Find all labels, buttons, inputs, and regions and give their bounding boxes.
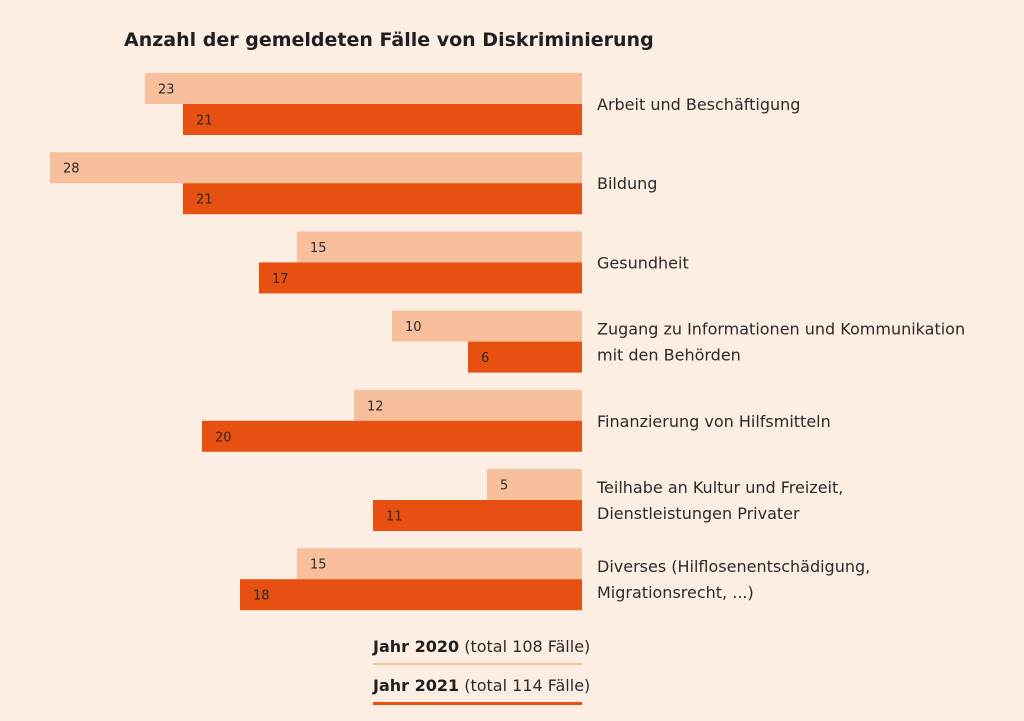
value-label-2020-1: 28 xyxy=(63,162,80,177)
legend: Jahr 2020 (total 108 Fälle) Jahr 2021 (to… xyxy=(372,637,590,705)
bar-2020-2 xyxy=(297,231,582,263)
category-label-3-line-1: mit den Behörden xyxy=(597,346,741,365)
value-label-2020-5: 5 xyxy=(500,479,508,494)
category-label-5-line-0: Teilhabe an Kultur und Freizeit, xyxy=(596,478,843,497)
bar-2020-6 xyxy=(297,548,582,580)
value-label-2021-2: 17 xyxy=(272,272,289,287)
bar-2021-4 xyxy=(202,420,582,452)
category-label-2: Gesundheit xyxy=(597,253,689,272)
bar-2021-1 xyxy=(183,183,582,215)
value-label-2021-6: 18 xyxy=(253,589,270,604)
category-label-3-line-0: Zugang zu Informationen und Kommunikatio… xyxy=(597,320,965,339)
bar-2020-1 xyxy=(50,152,582,184)
category-label-4: Finanzierung von Hilfsmitteln xyxy=(597,412,831,431)
category-label-6-line-0: Diverses (Hilflosenentschädigung, xyxy=(597,557,870,576)
chart-title: Anzahl der gemeldeten Fälle von Diskrimi… xyxy=(124,29,654,51)
legend-line-1 xyxy=(373,702,582,705)
value-label-2020-3: 10 xyxy=(405,320,422,335)
category-label-6-line-1: Migrationsrecht, ...) xyxy=(597,583,754,602)
bar-2020-0 xyxy=(145,73,582,104)
value-label-2021-1: 21 xyxy=(196,193,213,208)
value-label-2021-3: 6 xyxy=(481,351,489,366)
bar-2021-5 xyxy=(373,500,582,531)
value-label-2020-4: 12 xyxy=(367,399,384,414)
bar-2021-2 xyxy=(259,262,582,294)
category-label-0: Arbeit und Beschäftigung xyxy=(597,95,800,114)
bar-2020-3 xyxy=(392,310,582,342)
bar-2021-3 xyxy=(468,341,582,373)
legend-entry-1: Jahr 2021 (total 114 Fälle) xyxy=(372,676,590,695)
category-label-5-line-1: Dienstleistungen Privater xyxy=(597,504,800,523)
value-label-2020-0: 23 xyxy=(158,83,175,98)
value-label-2020-6: 15 xyxy=(310,558,327,573)
bar-group: 23 21 Arbeit und Beschäftigung 28 21 Bildung 1… xyxy=(50,73,965,611)
category-label-1: Bildung xyxy=(597,174,657,193)
value-label-2021-4: 20 xyxy=(215,430,232,445)
bar-2021-0 xyxy=(183,104,582,135)
legend-line-0 xyxy=(373,663,582,665)
value-label-2021-0: 21 xyxy=(196,114,213,129)
value-label-2020-2: 15 xyxy=(310,241,327,256)
bar-2021-6 xyxy=(240,579,582,611)
bar-2020-4 xyxy=(354,389,582,421)
bar-2020-5 xyxy=(487,469,582,500)
value-label-2021-5: 11 xyxy=(386,510,403,525)
legend-entry-0: Jahr 2020 (total 108 Fälle) xyxy=(372,637,590,656)
